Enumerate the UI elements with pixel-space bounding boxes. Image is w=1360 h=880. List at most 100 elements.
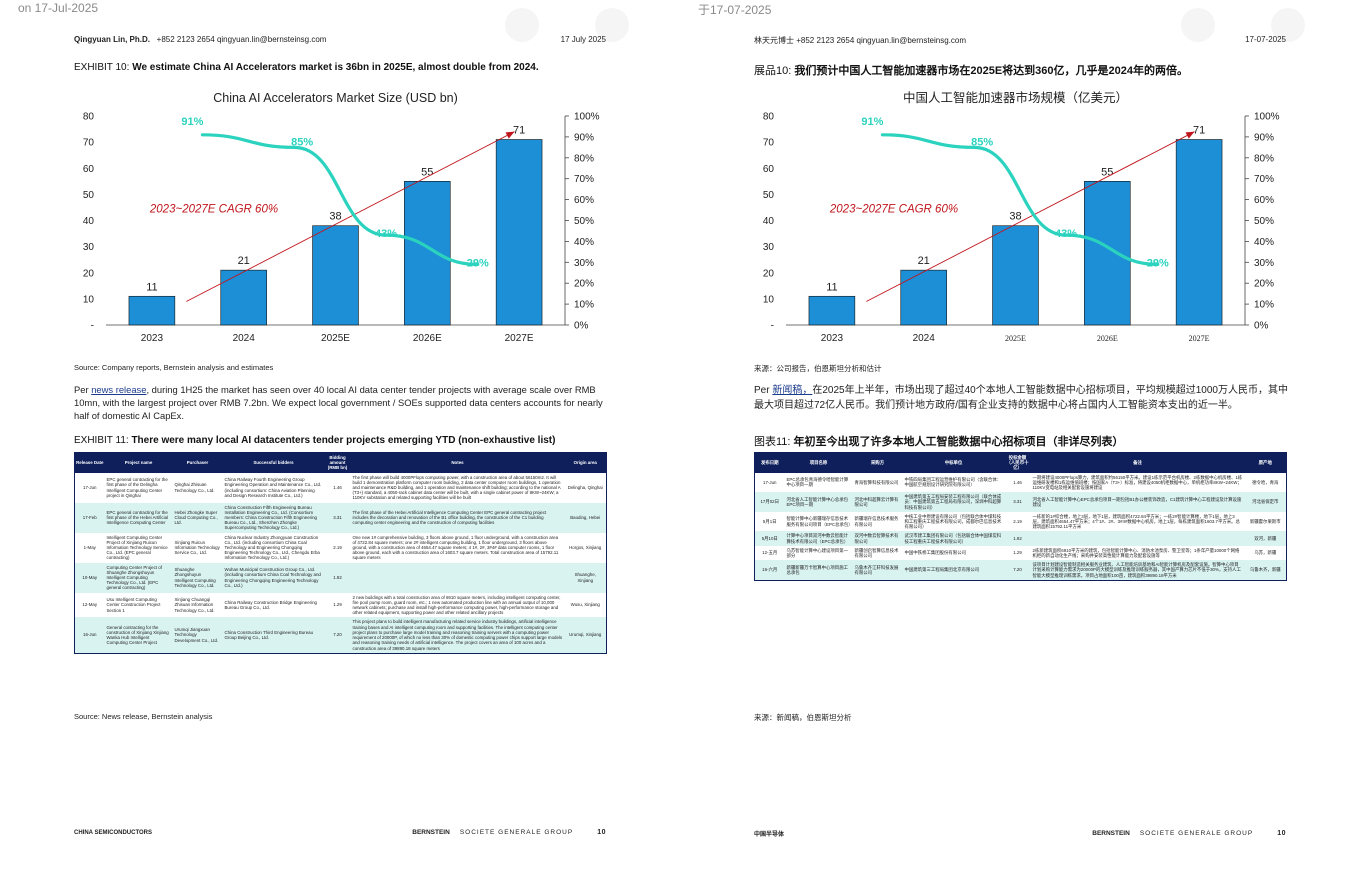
cagr-arrow-line xyxy=(186,131,515,302)
chart-title: China AI Accelerators Market Size (USD b… xyxy=(213,91,458,105)
cagr-arrow-head xyxy=(1185,131,1195,139)
paragraph-text: , during 1H25 the market has seen over 4… xyxy=(74,384,603,421)
y-tick-label: 80 xyxy=(83,112,95,123)
table-cell: EPC general contracting for the first ph… xyxy=(104,472,173,503)
table-header-cell: Origin area xyxy=(564,452,607,473)
table-cell: 乌苏，新疆 xyxy=(1244,545,1287,561)
chart-title: 中国人工智能加速器市场规模（亿美元） xyxy=(903,90,1128,105)
bar-value-label: 21 xyxy=(918,255,930,267)
y-tick-label: 60 xyxy=(763,164,775,175)
line-value-label: 85% xyxy=(971,136,993,148)
table-cell: 河北省人工智能计算中心总承包EPC项目一期 xyxy=(784,492,853,512)
bar-value-label: 11 xyxy=(826,281,837,293)
table-cell: 12-五月 xyxy=(754,545,785,561)
table-cell: 16-Jun xyxy=(74,617,105,654)
y2-tick-label: 0% xyxy=(574,321,589,332)
exhibit-label: 展品10: xyxy=(754,65,792,77)
y-tick-label: 80 xyxy=(763,112,775,123)
y2-tick-label: 90% xyxy=(1254,132,1274,143)
table-cell: 新疆霍尔果斯市 xyxy=(1244,511,1287,532)
header-date: 17-07-2025 xyxy=(1245,35,1286,44)
page-chinese: 于17-07-2025 林天元博士 +852 2123 2654 qingyua… xyxy=(680,0,1360,880)
exhibit-label: EXHIBIT 10: xyxy=(74,62,130,73)
y-tick-label: 30 xyxy=(763,242,775,253)
y2-tick-label: 80% xyxy=(574,153,594,164)
news-release-link[interactable]: 新闻稿， xyxy=(772,385,813,396)
x-tick-label: 2026E xyxy=(413,333,442,344)
page-watermark: on 17-Jul-2025 xyxy=(18,1,99,15)
market-size-chart: 中国人工智能加速器市场规模（亿美元） - 10 20 30 40 50 60 70 80 0% 10%… xyxy=(763,90,1280,344)
y2-tick-label: 100% xyxy=(574,112,600,123)
table-cell: China Construction Fifth Engineering Bur… xyxy=(222,502,325,533)
table-cell: Xinjiang Chuangqi Zhisuan Information Te… xyxy=(172,592,223,618)
y2-tick-label: 80% xyxy=(1254,153,1274,164)
table-row: 12-五月 乌苏智能计算中心建设项目第一部分 新疆创启智算信息技术有限公司 中国中铁桥… xyxy=(754,545,1287,561)
page-footer: 中国半导体 BERNSTEIN SOCIETE GENERALE GROUP 1… xyxy=(754,829,1286,838)
header-author: 林天元博士 +852 2123 2654 qingyuan.lin@bernst… xyxy=(754,36,967,45)
table-header-cell: 项目名称 xyxy=(784,452,853,473)
table-cell: 新疆瑞存信息技术服务有限公司 xyxy=(852,511,903,532)
stamp-icon xyxy=(1271,8,1305,42)
header-author: Qingyuan Lin, Ph.D. xyxy=(74,35,150,44)
y2-tick-label: 10% xyxy=(574,300,594,311)
table-cell: 7.20 xyxy=(1004,560,1031,581)
table-cell: 5月10日 xyxy=(754,531,785,546)
table-cell: 乌鲁木齐，新疆 xyxy=(1244,560,1287,581)
y2-tick-label: 90% xyxy=(574,132,594,143)
y2-tick-label: 50% xyxy=(1254,216,1274,227)
table-header-cell: Project name xyxy=(104,452,173,473)
bar-value-label: 71 xyxy=(1193,125,1205,137)
header-contact: +852 2123 2654 qingyuan.lin@bernsteinsg.… xyxy=(156,35,327,44)
body-paragraph: Per news release, during 1H25 the market… xyxy=(74,383,610,422)
table-cell: 中国中铁桥工集团股份有限公司 xyxy=(902,545,1005,561)
y2-tick-label: 60% xyxy=(1254,195,1274,206)
y-tick-label: - xyxy=(771,321,774,332)
y-tick-label: 40 xyxy=(763,216,775,227)
table-row: 10-May Computing Center Project of Shuang… xyxy=(74,562,607,593)
stamp-icon xyxy=(595,8,629,42)
line-value-label: 91% xyxy=(181,116,203,128)
table-row: 17-Jun EPC general contracting for the fi… xyxy=(74,472,607,503)
table-row: 16-六月 新疆新疆万卡智算中心项目施工总承包 乌鲁木齐江轩科技发展有限公司 中国建筑… xyxy=(754,560,1287,581)
y-tick-label: 50 xyxy=(83,190,95,201)
x-tick-label: 2027E xyxy=(505,333,534,344)
share-line xyxy=(200,133,480,266)
table-cell: 中核工业中原建设有限公司（包括联合体中煤科技和工程重庆工程技术有限公司，成都尔巴… xyxy=(902,511,1005,532)
exhibit-heading: 我们预计中国人工智能加速器市场在2025E将达到360亿，几乎是2024年的两倍… xyxy=(794,65,1188,77)
table-cell: 1.29 xyxy=(324,592,351,618)
table-cell: 3.31 xyxy=(324,502,351,533)
news-release-link[interactable]: news release xyxy=(91,384,147,395)
table-cell: 1.92 xyxy=(1004,531,1031,546)
table-cell: 一栋新的1#综合楼，地上3层，地下1层，建筑面积4722.84平方米；一栋2#智… xyxy=(1030,511,1245,532)
y2-tick-label: 40% xyxy=(574,237,594,248)
table-header-cell: Purchaser xyxy=(172,452,223,473)
table-cell: Urumqi Jiangxuan Technology Development … xyxy=(172,617,223,654)
table-cell: 河北省保定市 xyxy=(1244,492,1287,512)
page-english: on 17-Jul-2025 Qingyuan Lin, Ph.D. +852 … xyxy=(18,1,629,836)
table-row: 17-Feb EPC general contracting for the fi… xyxy=(74,502,607,533)
y2-tick-label: 30% xyxy=(1254,258,1274,269)
page-number: 10 xyxy=(1277,830,1286,837)
table-row: 1-May Intelligent Computing Center Projec… xyxy=(74,532,607,563)
bar xyxy=(404,181,451,326)
bar xyxy=(312,225,359,326)
table-header-cell: 原产地 xyxy=(1244,452,1287,473)
x-tick-label: 2023 xyxy=(141,333,164,344)
table-cell: 武汉市建工集团有限公司（包括联合体中国煤炭科技工程重庆工程技术有限公司） xyxy=(902,531,1005,546)
y2-tick-label: 10% xyxy=(1254,300,1274,311)
x-tick-label: 2025E xyxy=(1005,334,1026,343)
table-cell: 河北中科超算云计算有限公司 xyxy=(852,492,903,512)
table-cell: 2.19 xyxy=(324,532,351,563)
table-cell: Intelligent Computing Center Project of … xyxy=(104,532,173,563)
bar-value-label: 71 xyxy=(513,125,525,137)
y-tick-label: 70 xyxy=(83,138,95,149)
table-cell: Qinghai Zhisuan Technology Co., Ltd. xyxy=(172,472,223,503)
table-cell: Wuhan Municipal Construction Group Co., … xyxy=(222,562,325,593)
table-cell: Shuanghe, Xinjiang xyxy=(564,562,607,593)
header-date: 17 July 2025 xyxy=(560,35,606,44)
y-tick-label: 10 xyxy=(83,294,95,305)
table-cell: 1.46 xyxy=(324,472,351,503)
y-tick-label: 20 xyxy=(83,268,95,279)
exhibit-label: EXHIBIT 11: xyxy=(74,435,129,446)
exhibit-10-title: EXHIBIT 10: We estimate China AI Acceler… xyxy=(74,62,610,73)
